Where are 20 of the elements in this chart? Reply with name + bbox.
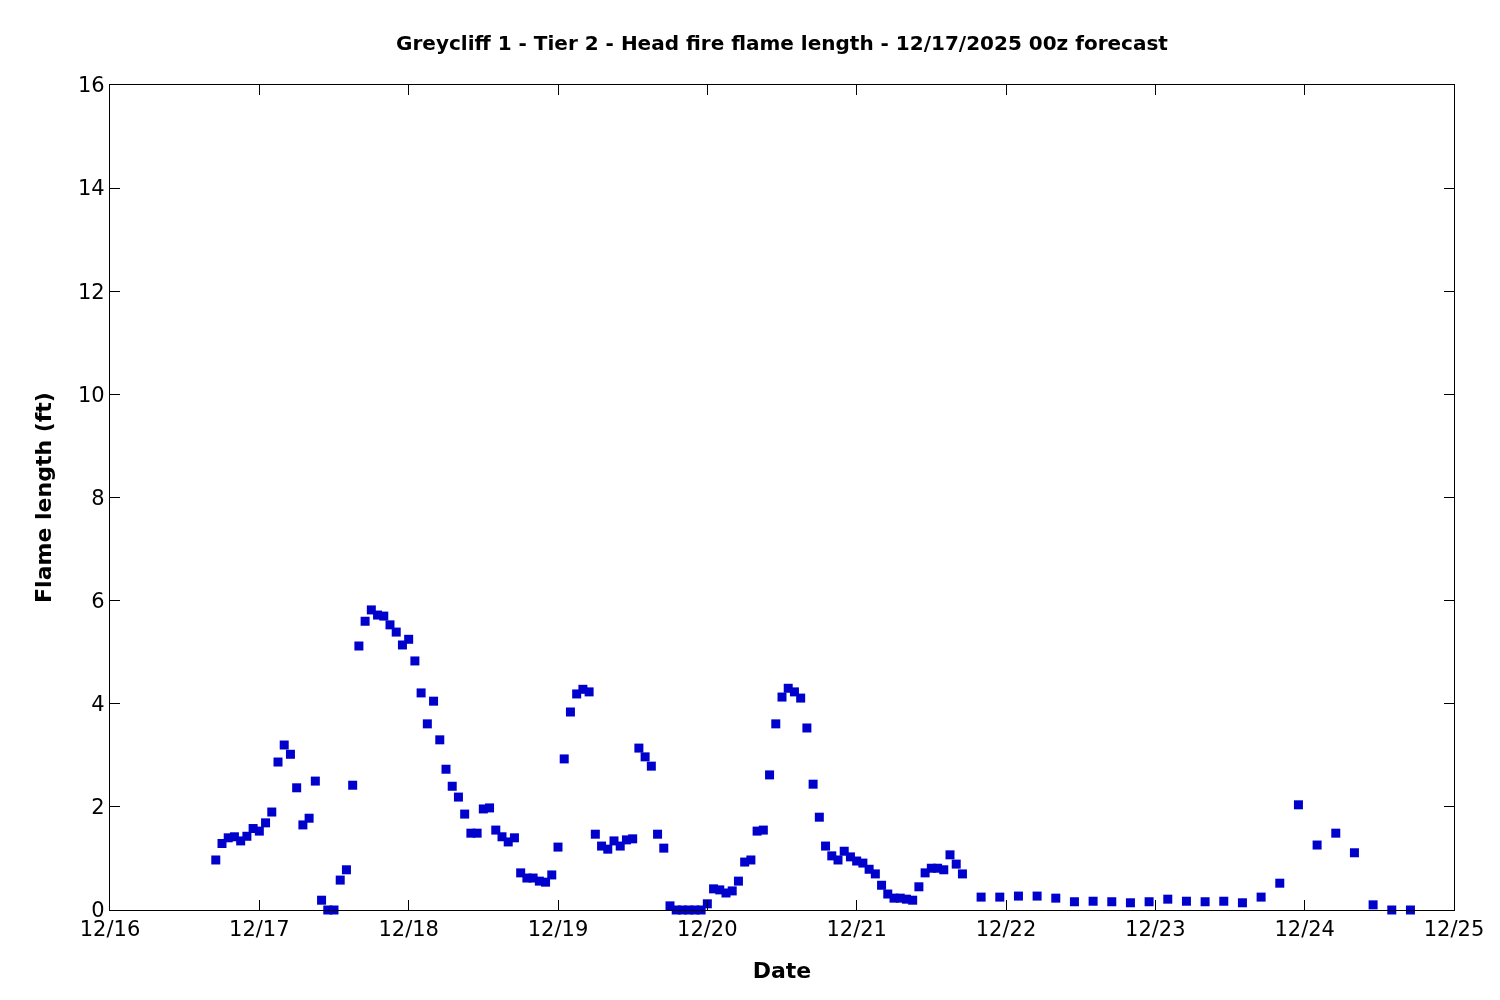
y-tick-label: 16 [77,73,105,98]
x-tick-label: 12/18 [378,917,439,942]
x-tick-label: 12/23 [1125,917,1186,942]
x-tick-label: 12/22 [975,917,1037,942]
x-tick-label: 12/25 [1423,917,1485,942]
x-tick-label: 12/17 [229,917,290,942]
x-tick-label: 12/19 [527,917,589,942]
x-tick-label: 12/21 [826,917,887,942]
y-tick-label: 2 [91,795,105,820]
y-tick-label: 4 [91,692,105,717]
chart-title: Greycliff 1 - Tier 2 - Head fire flame length - 12/17/2025 00z forecast [396,31,1169,55]
y-tick-label: 14 [77,176,105,201]
y-tick-label: 10 [77,382,105,407]
x-axis-title: Date [752,958,812,984]
x-tick-label: 12/20 [677,917,738,942]
y-tick-label: 12 [77,279,105,304]
y-tick-label: 8 [91,485,105,510]
y-axis-title: Flame length (ft) [30,392,56,603]
x-tick-label: 12/24 [1274,917,1335,942]
y-tick-label: 6 [91,588,105,613]
